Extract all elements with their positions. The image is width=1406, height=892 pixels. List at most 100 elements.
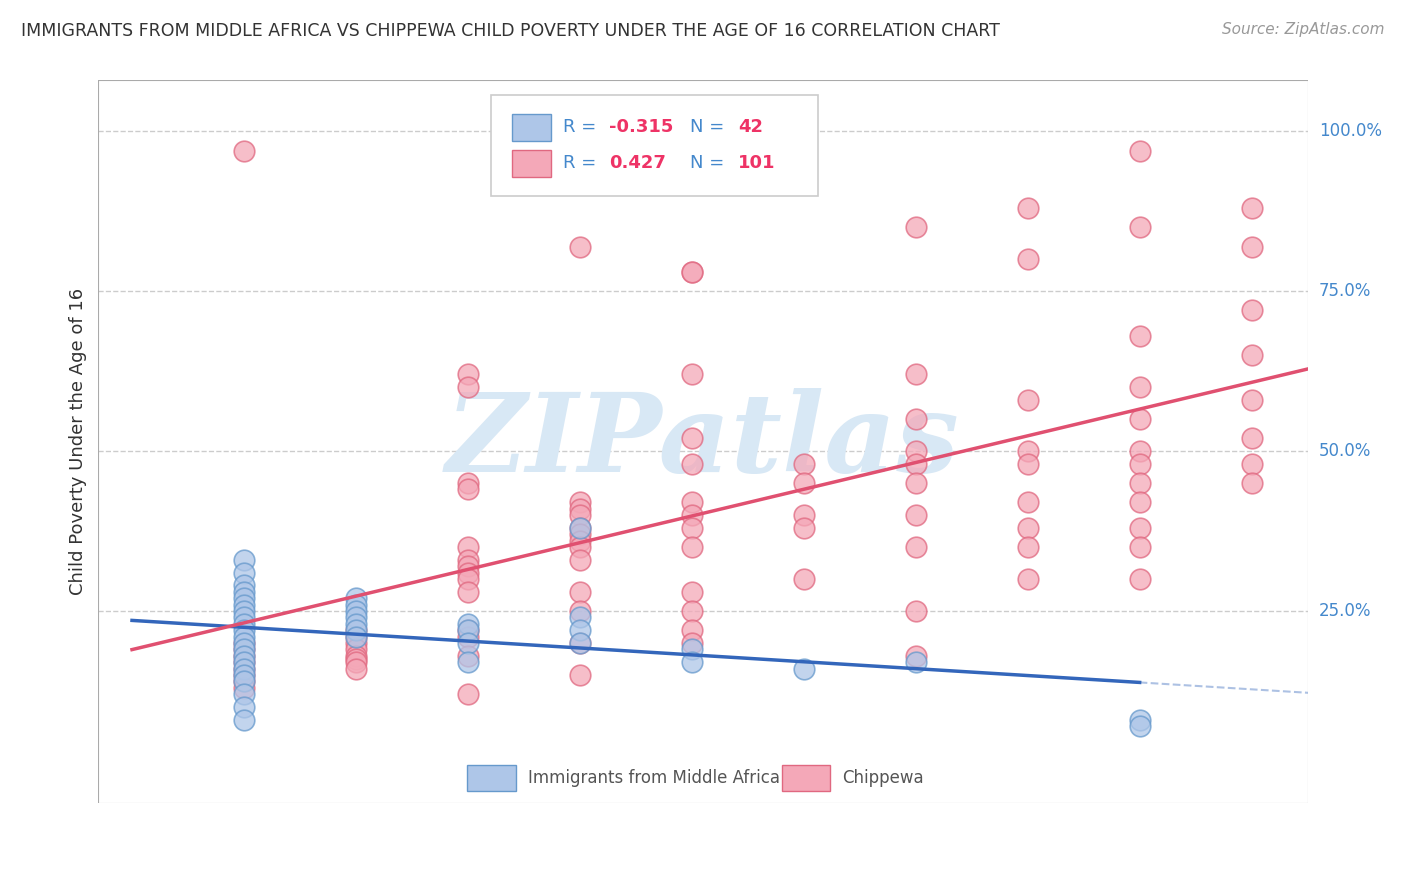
Point xyxy=(233,553,256,567)
Point xyxy=(457,655,479,669)
Point xyxy=(233,674,256,689)
Point xyxy=(457,623,479,637)
Text: Source: ZipAtlas.com: Source: ZipAtlas.com xyxy=(1222,22,1385,37)
Point xyxy=(344,636,367,650)
Point xyxy=(344,591,367,606)
Point xyxy=(233,636,256,650)
Point xyxy=(457,476,479,491)
Point xyxy=(344,652,367,666)
Point xyxy=(344,648,367,663)
Text: ZIPatlas: ZIPatlas xyxy=(446,388,960,495)
Point xyxy=(457,572,479,586)
Point xyxy=(793,457,815,471)
Point xyxy=(233,655,256,669)
Point xyxy=(681,540,703,554)
Point xyxy=(457,623,479,637)
Point xyxy=(1129,457,1152,471)
Point xyxy=(1129,713,1152,727)
Point xyxy=(568,527,591,541)
Point xyxy=(233,623,256,637)
Point xyxy=(457,584,479,599)
Point xyxy=(1240,457,1263,471)
Point xyxy=(233,636,256,650)
Point xyxy=(904,457,927,471)
Point xyxy=(681,368,703,382)
Point xyxy=(457,648,479,663)
Text: 75.0%: 75.0% xyxy=(1319,282,1371,301)
Point xyxy=(793,661,815,675)
Point xyxy=(233,648,256,663)
Point xyxy=(233,661,256,675)
Text: 100.0%: 100.0% xyxy=(1319,122,1382,140)
Point xyxy=(568,501,591,516)
Point xyxy=(457,540,479,554)
Point xyxy=(904,412,927,426)
Point xyxy=(1017,457,1039,471)
Point xyxy=(344,610,367,624)
Y-axis label: Child Poverty Under the Age of 16: Child Poverty Under the Age of 16 xyxy=(69,288,87,595)
Point xyxy=(457,553,479,567)
Point xyxy=(1129,540,1152,554)
Point xyxy=(344,623,367,637)
Point xyxy=(1240,201,1263,215)
Point xyxy=(793,521,815,535)
Point xyxy=(681,265,703,279)
Point xyxy=(233,648,256,663)
Point xyxy=(233,687,256,701)
Point xyxy=(1129,521,1152,535)
Point xyxy=(568,623,591,637)
Point xyxy=(681,508,703,522)
Point xyxy=(233,584,256,599)
Point xyxy=(1129,572,1152,586)
Point xyxy=(568,521,591,535)
Point xyxy=(457,687,479,701)
Point xyxy=(1017,252,1039,267)
Text: R =: R = xyxy=(562,119,602,136)
FancyBboxPatch shape xyxy=(782,764,830,790)
Point xyxy=(1129,329,1152,343)
Point xyxy=(681,655,703,669)
Point xyxy=(233,713,256,727)
Point xyxy=(904,604,927,618)
FancyBboxPatch shape xyxy=(512,150,551,178)
Point xyxy=(233,591,256,606)
Text: Chippewa: Chippewa xyxy=(842,769,924,787)
Point xyxy=(344,661,367,675)
Point xyxy=(1129,444,1152,458)
Point xyxy=(1129,719,1152,733)
Point xyxy=(233,668,256,682)
Point xyxy=(233,642,256,657)
FancyBboxPatch shape xyxy=(512,113,551,141)
Text: N =: N = xyxy=(690,119,730,136)
Point xyxy=(344,630,367,644)
Point xyxy=(233,699,256,714)
Point xyxy=(1017,444,1039,458)
Point xyxy=(568,636,591,650)
Point xyxy=(233,630,256,644)
Point xyxy=(1017,201,1039,215)
Point xyxy=(793,572,815,586)
Point xyxy=(457,559,479,574)
Point xyxy=(344,623,367,637)
Point xyxy=(1017,495,1039,509)
Point xyxy=(457,566,479,580)
Point xyxy=(568,239,591,253)
Point xyxy=(904,508,927,522)
Point xyxy=(233,566,256,580)
Point xyxy=(233,642,256,657)
Point xyxy=(568,540,591,554)
Point xyxy=(233,598,256,612)
Text: N =: N = xyxy=(690,154,730,172)
Point xyxy=(457,616,479,631)
Point xyxy=(793,508,815,522)
Point xyxy=(1240,476,1263,491)
Point xyxy=(681,642,703,657)
Point xyxy=(1129,144,1152,158)
Point xyxy=(1129,412,1152,426)
Point xyxy=(568,533,591,548)
Text: -0.315: -0.315 xyxy=(609,119,673,136)
Text: 101: 101 xyxy=(738,154,776,172)
Point xyxy=(457,636,479,650)
Point xyxy=(568,668,591,682)
Point xyxy=(233,578,256,592)
